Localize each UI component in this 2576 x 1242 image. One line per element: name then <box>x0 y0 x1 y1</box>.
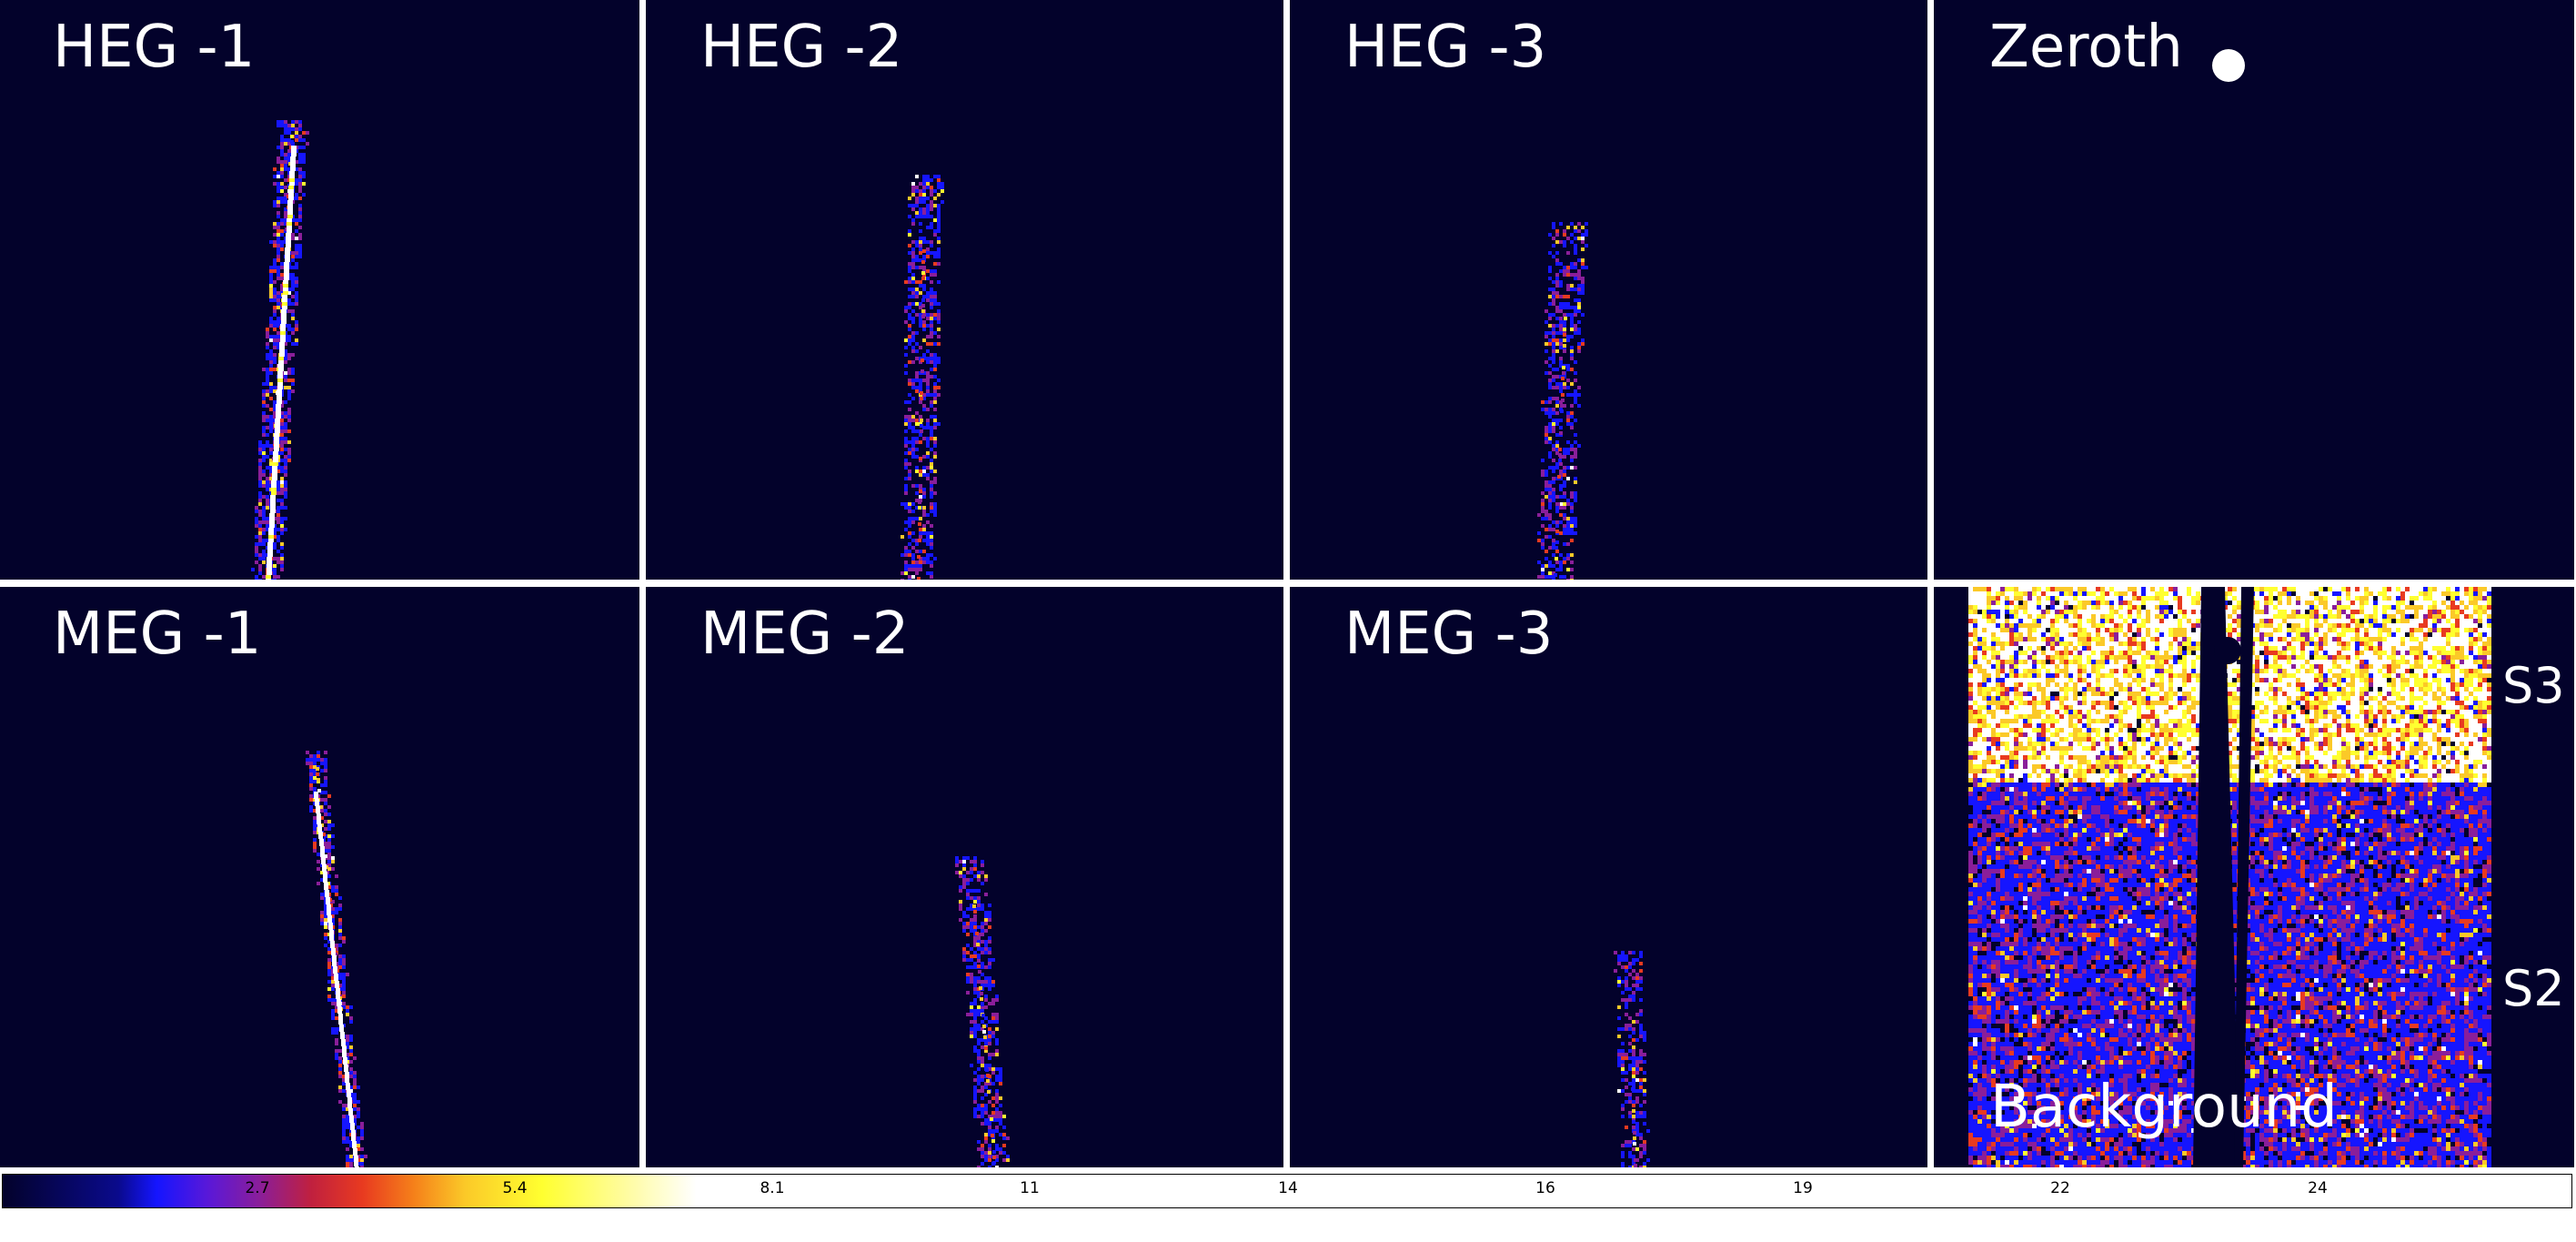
colorbar-tick-label: 8.1 <box>760 1179 785 1197</box>
meg-1-image <box>306 751 367 1167</box>
background-image <box>1968 587 2491 1167</box>
colorbar-tick-label: 14 <box>1278 1179 1298 1197</box>
meg-3-panel: MEG -3 <box>1290 587 1927 1167</box>
zeroth-panel: Zeroth <box>1934 0 2574 580</box>
colorbar-tick-label: 11 <box>1020 1179 1040 1197</box>
heg-1-image <box>251 120 309 580</box>
zeroth-image <box>2212 49 2245 82</box>
colorbar-tick-label: 24 <box>2308 1179 2328 1197</box>
heg-2-label: HEG -2 <box>700 14 903 81</box>
colorbar-tick-label: 19 <box>1793 1179 1813 1197</box>
background-label: Background <box>1990 1074 2338 1141</box>
colorbar-tick-label: 2.7 <box>245 1179 270 1197</box>
meg-3-image <box>1614 951 1650 1167</box>
image-grid: HEG -1 HEG -2 HEG -3 Zeroth MEG -1 MEG -… <box>0 0 2574 1167</box>
meg-3-label: MEG -3 <box>1344 601 1554 668</box>
zeroth-label: Zeroth <box>1989 14 2183 81</box>
meg-1-panel: MEG -1 <box>0 587 639 1167</box>
heg-3-image <box>1537 222 1588 580</box>
chip-s2-label: S2 <box>2502 960 2565 1017</box>
colorbar <box>2 1174 2572 1208</box>
colorbar-area <box>0 1172 2576 1242</box>
meg-2-panel: MEG -2 <box>646 587 1283 1167</box>
colorbar-tick-label: 5.4 <box>502 1179 528 1197</box>
heg-2-image <box>901 175 944 580</box>
colorbar-tick-label: 22 <box>2050 1179 2070 1197</box>
heg-1-panel: HEG -1 <box>0 0 639 580</box>
heg-2-panel: HEG -2 <box>646 0 1283 580</box>
background-panel: Background S3 S2 <box>1934 587 2574 1167</box>
heg-3-label: HEG -3 <box>1344 14 1547 81</box>
meg-2-image <box>955 856 1010 1167</box>
heg-1-label: HEG -1 <box>53 14 256 81</box>
meg-2-label: MEG -2 <box>700 601 910 668</box>
heg-3-panel: HEG -3 <box>1290 0 1927 580</box>
chip-s3-label: S3 <box>2502 657 2565 714</box>
colorbar-tick-label: 16 <box>1535 1179 1555 1197</box>
meg-1-label: MEG -1 <box>53 601 262 668</box>
